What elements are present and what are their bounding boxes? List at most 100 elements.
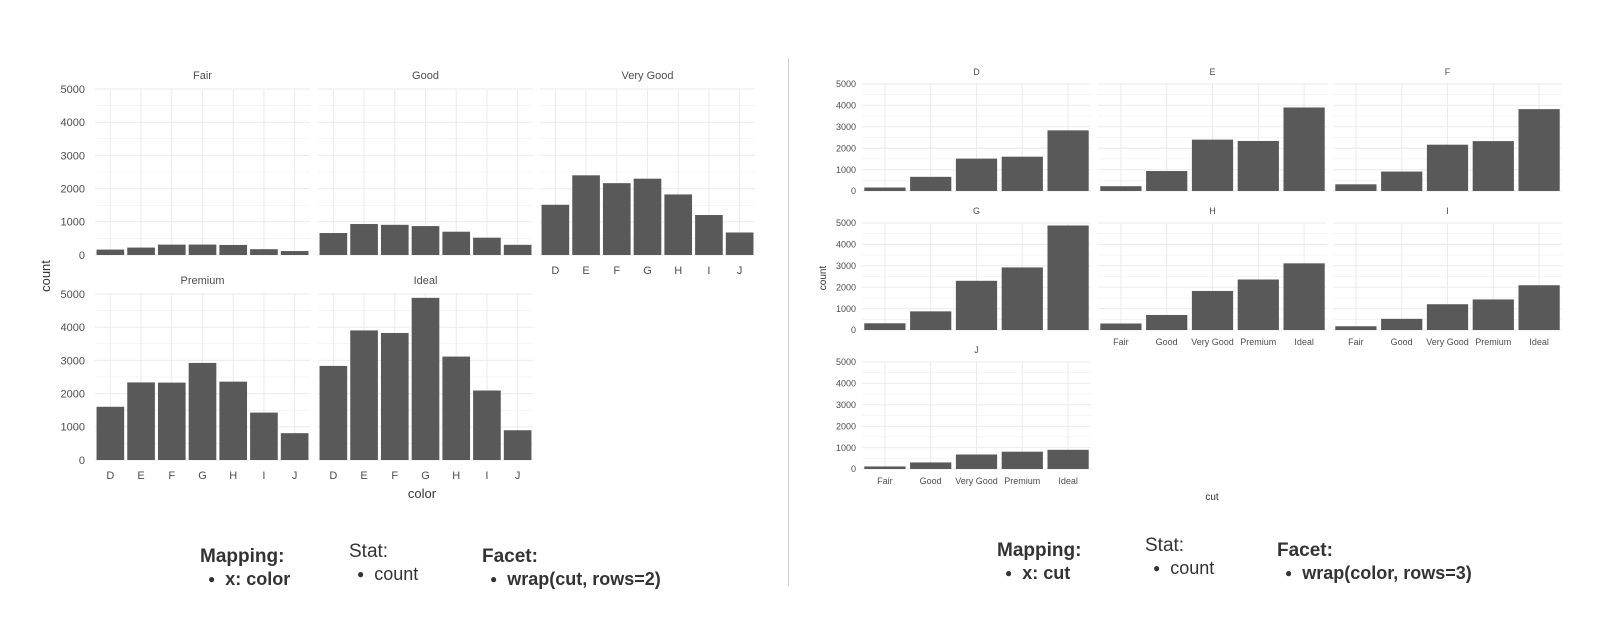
bar-ideal-h xyxy=(442,356,471,460)
facet-strip-label: D xyxy=(973,67,980,77)
x-tick-label: J xyxy=(515,470,521,482)
x-tick-label: Good xyxy=(1156,337,1178,347)
right-plot-cut-by-color: D 0 1000 2000 3000 4000 5000 E F G 0 1000 2000 3000 40… xyxy=(818,67,1562,503)
x-tick-label: I xyxy=(262,470,265,482)
facet-strip-label: F xyxy=(1445,67,1451,77)
bar-premium-j xyxy=(280,433,309,460)
y-tick-label: 4000 xyxy=(61,322,85,334)
facet-panel-very-good: Very Good D E F G H I J xyxy=(540,70,755,277)
x-tick-label: F xyxy=(391,470,398,482)
facet-panel-d: D 0 1000 2000 3000 4000 5000 xyxy=(836,67,1091,196)
bar-g-ideal xyxy=(1047,225,1089,330)
x-tick-label: Very Good xyxy=(1426,337,1469,347)
y-tick-label: 2000 xyxy=(836,143,856,153)
facet-item: ● wrap(color, rows=3) xyxy=(1285,563,1472,583)
y-tick-label: 5000 xyxy=(836,218,856,228)
bar-very-good-g xyxy=(633,178,662,255)
y-tick-label: 0 xyxy=(851,186,856,196)
x-tick-label: Good xyxy=(1391,337,1413,347)
bar-i-good xyxy=(1381,318,1423,330)
x-tick-label: Ideal xyxy=(1294,337,1314,347)
left-mapping-caption: Mapping: ● x: color xyxy=(200,546,290,590)
x-tick-label: Fair xyxy=(877,476,893,486)
left-facet-caption: Facet: ● wrap(cut, rows=2) xyxy=(482,546,661,590)
y-tick-label: 5000 xyxy=(61,84,85,96)
y-tick-label: 3000 xyxy=(61,150,85,162)
facet-panel-h: H Fair Good Very Good Premium Ideal xyxy=(1098,206,1327,347)
bar-good-f xyxy=(380,224,409,255)
x-tick-label: Ideal xyxy=(1529,337,1549,347)
bar-d-premium xyxy=(1001,156,1043,191)
facet-strip-label: J xyxy=(974,345,979,355)
facet-panel-j: J 0 1000 2000 3000 4000 5000 Fair Good Very Good P… xyxy=(836,345,1091,486)
facet-panel-e: E xyxy=(1098,67,1327,192)
x-tick-label: I xyxy=(707,265,710,277)
bar-d-fair xyxy=(864,187,906,191)
facet-strip-label: H xyxy=(1209,206,1216,216)
y-tick-label: 5000 xyxy=(61,289,85,301)
y-axis-label: count xyxy=(818,266,829,291)
bar-very-good-f xyxy=(602,183,631,255)
bar-fair-j xyxy=(280,251,309,255)
bar-very-good-i xyxy=(695,215,723,255)
facet-panel-premium: Premium 0 1000 2000 3000 4000 5000 D E F G H I J xyxy=(61,275,310,482)
y-tick-label: 4000 xyxy=(836,240,856,250)
y-tick-label: 3000 xyxy=(836,261,856,271)
y-tick-label: 4000 xyxy=(61,117,85,129)
x-tick-label: Very Good xyxy=(1191,337,1234,347)
x-tick-label: Ideal xyxy=(1058,476,1078,486)
bar-j-fair xyxy=(864,466,906,469)
x-tick-label: E xyxy=(582,265,589,277)
bar-good-h xyxy=(442,231,471,255)
bar-very-good-e xyxy=(572,175,600,255)
y-tick-label: 1000 xyxy=(836,165,856,175)
bar-d-very-good xyxy=(955,158,998,191)
x-tick-label: I xyxy=(485,470,488,482)
bar-i-premium xyxy=(1472,299,1514,330)
bar-e-very-good xyxy=(1191,139,1234,191)
bar-fair-i xyxy=(250,249,278,255)
x-tick-label: D xyxy=(551,265,559,277)
bar-fair-g xyxy=(188,244,217,255)
y-tick-label: 2000 xyxy=(836,282,856,292)
y-tick-label: 3000 xyxy=(836,122,856,132)
bar-d-ideal xyxy=(1047,130,1089,191)
y-tick-label: 0 xyxy=(851,464,856,474)
x-tick-label: J xyxy=(737,265,743,277)
bar-very-good-d xyxy=(541,204,570,255)
x-tick-label: F xyxy=(168,470,175,482)
bar-fair-f xyxy=(157,244,186,255)
x-tick-label: E xyxy=(137,470,144,482)
bar-d-good xyxy=(910,176,952,191)
bar-e-good xyxy=(1146,171,1188,191)
facet-strip-label: E xyxy=(1209,67,1215,77)
y-axis-label: count xyxy=(38,260,53,292)
right-mapping-caption: Mapping: ● x: cut xyxy=(997,540,1081,584)
x-tick-label: D xyxy=(106,470,114,482)
bar-ideal-d xyxy=(319,365,348,460)
bar-very-good-h xyxy=(664,194,693,255)
y-tick-label: 2000 xyxy=(61,388,85,400)
bar-premium-h xyxy=(219,381,248,460)
facet-strip-label: Premium xyxy=(180,275,224,287)
bar-h-premium xyxy=(1237,279,1279,330)
y-tick-label: 3000 xyxy=(836,400,856,410)
bar-premium-d xyxy=(96,406,125,460)
mapping-item: ● x: cut xyxy=(1005,563,1071,583)
stat-title: Stat: xyxy=(349,541,389,562)
bar-i-ideal xyxy=(1518,285,1560,330)
x-tick-label: G xyxy=(421,470,430,482)
x-tick-label: Fair xyxy=(1113,337,1129,347)
y-tick-label: 2000 xyxy=(836,421,856,431)
y-tick-label: 4000 xyxy=(836,101,856,111)
right-stat-caption: Stat: ● count xyxy=(1145,535,1214,579)
stat-item: ● count xyxy=(357,564,419,584)
x-tick-label: Premium xyxy=(1475,337,1511,347)
bar-ideal-j xyxy=(503,430,532,460)
x-tick-label: Very Good xyxy=(955,476,998,486)
right-facet-caption: Facet: ● wrap(color, rows=3) xyxy=(1277,540,1472,584)
facet-panel-good: Good xyxy=(318,70,533,256)
x-tick-label: Premium xyxy=(1240,337,1276,347)
bar-h-ideal xyxy=(1283,263,1325,330)
